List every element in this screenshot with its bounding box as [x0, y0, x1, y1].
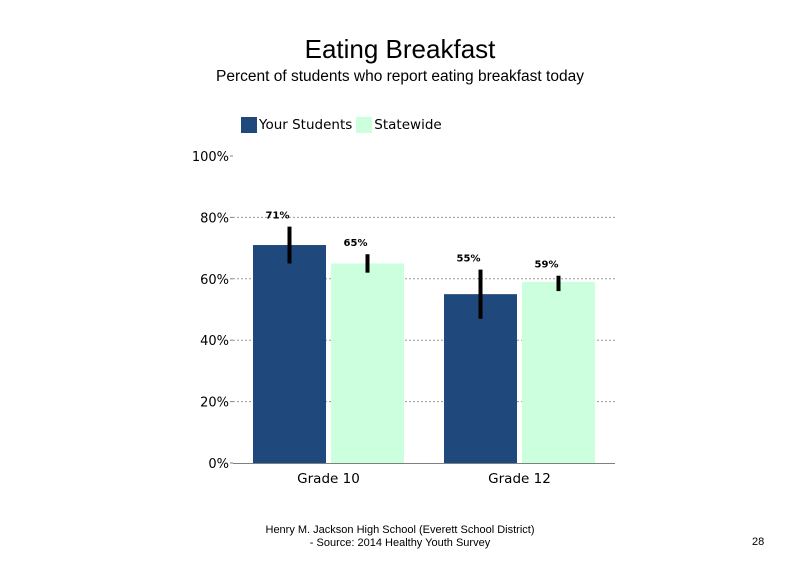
- bar: [444, 294, 517, 463]
- chart-title: Eating Breakfast: [304, 34, 496, 64]
- x-tick-label: Grade 10: [297, 471, 360, 487]
- y-tick-label: 60%: [200, 273, 229, 288]
- bar: [253, 245, 326, 463]
- legend-swatch-your-students: [241, 117, 257, 133]
- y-tick-label: 100%: [192, 150, 229, 165]
- page-number: 28: [752, 536, 765, 548]
- y-tick-label: 20%: [200, 396, 229, 411]
- legend-swatch-statewide: [356, 117, 373, 133]
- y-tick-label: 80%: [200, 211, 229, 226]
- chart-subtitle: Percent of students who report eating br…: [216, 68, 584, 85]
- y-tick-label: 0%: [208, 457, 229, 472]
- legend: Your Students Statewide: [241, 117, 446, 133]
- bar: [331, 263, 404, 463]
- data-label: 59%: [535, 260, 559, 271]
- data-label: 65%: [344, 238, 368, 249]
- footer-line-2: - Source: 2014 Healthy Youth Survey: [309, 537, 491, 549]
- legend-label-statewide: Statewide: [374, 117, 442, 133]
- x-tick-label: Grade 12: [488, 471, 551, 487]
- footer-line-1: Henry M. Jackson High School (Everett Sc…: [265, 524, 535, 536]
- data-label: 71%: [266, 211, 290, 222]
- y-tick-label: 40%: [200, 334, 229, 349]
- data-label: 55%: [457, 254, 481, 265]
- bar: [522, 281, 595, 463]
- legend-item-statewide: Statewide: [356, 117, 442, 133]
- footer-source: Henry M. Jackson High School (Everett Sc…: [200, 524, 600, 550]
- legend-label-your-students: Your Students: [259, 117, 353, 133]
- legend-item-your-students: Your Students: [241, 117, 352, 133]
